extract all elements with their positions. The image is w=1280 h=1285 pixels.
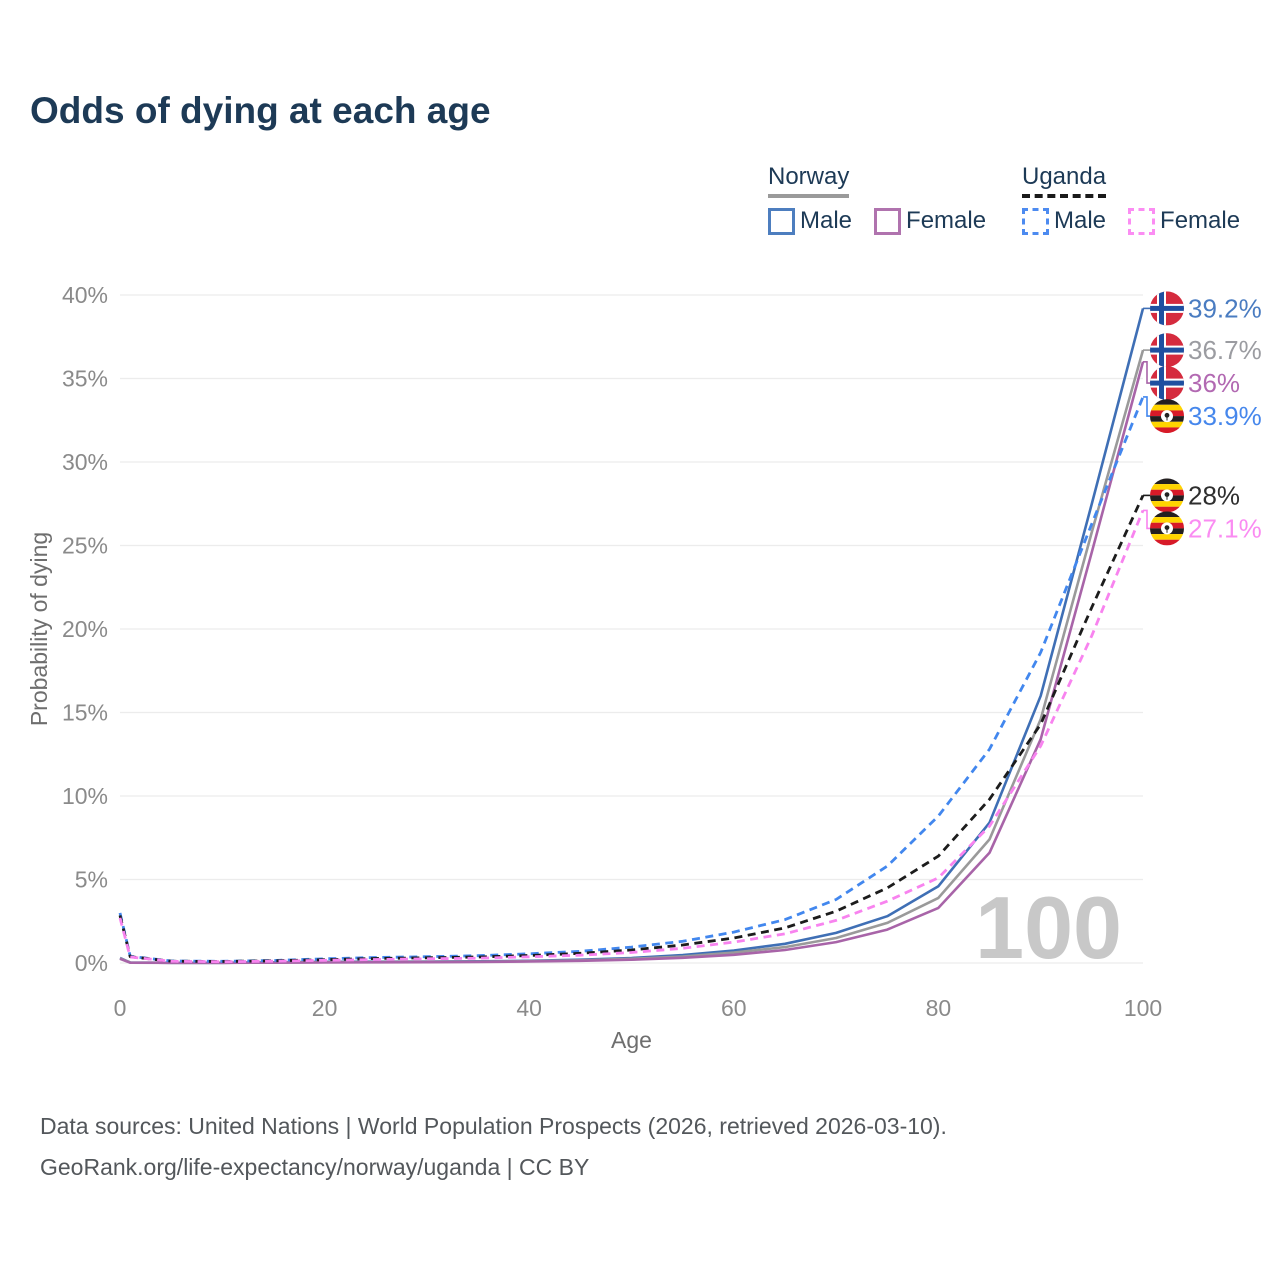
uganda-flag-icon [1150,511,1184,546]
page-title: Odds of dying at each age [30,90,491,131]
y-axis-title: Probability of dying [26,532,52,726]
y-tick-label: 40% [62,282,108,308]
uganda-flag-icon [1150,478,1184,513]
label-connector [1143,361,1150,384]
norway-male-checkbox[interactable] [768,207,795,235]
y-tick-label: 35% [62,366,108,392]
y-tick-label: 20% [62,616,108,642]
x-tick-label: 100 [1124,995,1162,1021]
legend-uganda-header[interactable]: Uganda [1022,163,1107,198]
uganda-flag-icon [1150,399,1184,434]
y-tick-label: 30% [62,449,108,475]
norway-flag-icon [1150,291,1184,326]
x-tick-label: 20 [312,995,338,1021]
label-connector [1143,396,1150,417]
norway-female-checkbox[interactable] [874,207,902,235]
x-axis-title: Age [611,1027,652,1053]
x-tick-label: 0 [114,995,127,1021]
series-line-norway-male [119,308,1145,965]
legend-label: Male [1054,207,1107,234]
legend: Norway Male Female Uganda Male Female [0,163,1280,253]
legend-group-uganda: Uganda Male Female [1022,163,1240,235]
series-end-label: 27.1% [1188,513,1262,543]
label-connector [1143,509,1150,530]
series-end-label: 39.2% [1188,293,1262,323]
series-end-label: 36% [1188,368,1240,398]
x-tick-label: 40 [516,995,542,1021]
legend-item-uganda-female[interactable]: Female [1128,207,1240,235]
uganda-female-checkbox[interactable] [1128,207,1156,235]
norway-flag-icon [1150,366,1184,401]
y-tick-label: 0% [75,950,108,976]
legend-group-norway: Norway Male Female [768,163,986,235]
legend-label: Female [1160,207,1241,234]
legend-label: Female [906,207,987,234]
norway-flag-icon [1150,333,1184,368]
x-tick-label: 60 [721,995,747,1021]
series-end-label: 36.7% [1188,335,1262,365]
series-end-label: 28% [1188,480,1240,510]
legend-label: Male [800,207,853,234]
data-source-footer: Data sources: United Nations | World Pop… [40,1106,947,1188]
legend-item-norway-female[interactable]: Female [874,207,986,235]
watermark-age-label: 100 [975,878,1122,977]
x-tick-label: 80 [926,995,952,1021]
series-line-uganda-both-sexes [118,494,1145,963]
y-tick-label: 15% [62,700,108,726]
footer-line-2: GeoRank.org/life-expectancy/norway/ugand… [40,1154,590,1180]
y-tick-label: 5% [75,867,108,893]
series-line-uganda-male [118,396,1145,963]
series-line-norway-both-sexes [119,349,1145,965]
legend-item-uganda-male[interactable]: Male [1022,207,1106,235]
uganda-male-checkbox[interactable] [1022,207,1049,235]
legend-item-norway-male[interactable]: Male [768,207,852,235]
y-tick-label: 25% [62,533,108,559]
series-line-uganda-female [118,509,1145,964]
series-end-label: 33.9% [1188,401,1262,431]
series-line-norway-female [119,361,1145,965]
y-tick-label: 10% [62,783,108,809]
footer-line-1: Data sources: United Nations | World Pop… [40,1113,947,1139]
legend-norway-header[interactable]: Norway [768,163,850,198]
